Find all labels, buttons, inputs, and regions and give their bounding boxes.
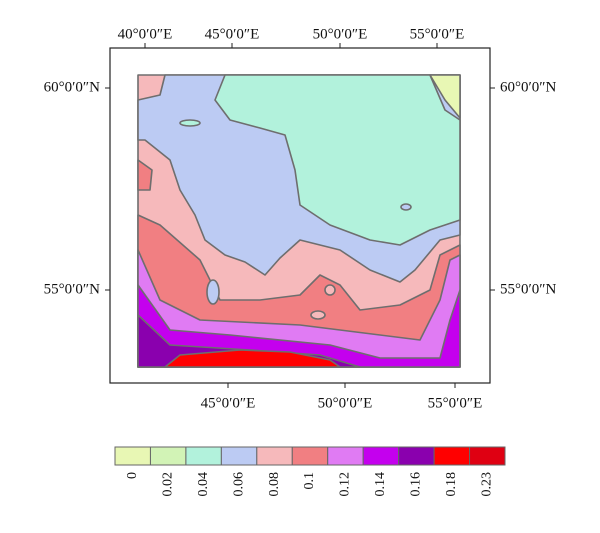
region-0-1: [137, 159, 153, 191]
colorbar-label: 0.14: [373, 472, 388, 497]
colorbar-swatch: [433, 446, 471, 466]
colorbar-swatch: [291, 446, 329, 466]
colorbar-label: 0.04: [196, 472, 211, 497]
colorbar-label: 0.1: [302, 472, 317, 490]
top-label: 40°0′0″E: [118, 26, 173, 42]
colorbar-label: 0.18: [444, 472, 459, 497]
colorbar-swatch: [469, 446, 506, 466]
bottom-label: 55°0′0″E: [428, 395, 483, 411]
colorbar-swatch: [362, 446, 400, 466]
colorbar-label: 0.06: [231, 472, 246, 497]
colorbar-swatch: [185, 446, 222, 466]
graticule-labels: 40°0′0″E 45°0′0″E 50°0′0″E 55°0′0″E 45°0′0″E…: [44, 26, 557, 411]
colorbar-swatch: [327, 446, 364, 466]
right-label: 55°0′0″N: [500, 281, 557, 297]
colorbar-label: 0.12: [338, 472, 353, 497]
colorbar-label: 0.02: [160, 472, 175, 497]
contour-island: [310, 310, 326, 320]
colorbar-label: 0.08: [267, 472, 282, 497]
bottom-label: 45°0′0″E: [201, 395, 256, 411]
contour-island: [206, 279, 220, 305]
top-label: 55°0′0″E: [410, 26, 465, 42]
region-0: [429, 74, 461, 119]
contour-island: [324, 284, 336, 296]
colorbar-label: 0: [125, 472, 140, 479]
colorbar: 0 0.02 0.04 0.06 0.08 0.1 0.12 0.14 0.16 0.18 0.23: [114, 446, 506, 497]
colorbar-label: 0.16: [409, 472, 424, 497]
colorbar-swatch: [149, 446, 187, 466]
top-label: 45°0′0″E: [205, 26, 260, 42]
colorbar-swatch: [398, 446, 435, 466]
colorbar-label: 0.23: [479, 472, 494, 497]
region-0-18: [164, 349, 341, 368]
contour-island: [179, 119, 201, 127]
region-0-04: [214, 74, 461, 246]
right-label: 60°0′0″N: [500, 79, 557, 95]
contour-island: [400, 203, 412, 211]
bottom-label: 50°0′0″E: [318, 395, 373, 411]
colorbar-swatch: [256, 446, 293, 466]
contour-plot: [137, 74, 461, 368]
top-label: 50°0′0″E: [313, 26, 368, 42]
left-label: 55°0′0″N: [44, 281, 101, 297]
colorbar-swatch: [220, 446, 258, 466]
colorbar-swatch: [114, 446, 151, 466]
left-label: 60°0′0″N: [44, 79, 101, 95]
